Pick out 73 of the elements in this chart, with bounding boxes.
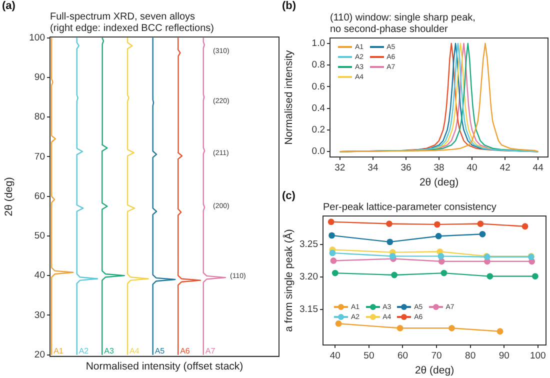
x-tick-label: 50 xyxy=(364,350,374,362)
y-tick-label: 0.8 xyxy=(312,60,325,71)
text: (a) xyxy=(2,0,16,12)
point xyxy=(328,232,335,239)
series-label: A6 xyxy=(180,346,190,356)
series-label: A2 xyxy=(78,346,90,356)
y-tick-label: 80 xyxy=(34,112,45,123)
x-tick-label: 44 xyxy=(532,162,544,174)
point xyxy=(330,258,337,264)
point xyxy=(389,252,396,260)
chart-title: Per-peak lattice-parameter consistency xyxy=(323,202,496,213)
x-tick-label: 38 xyxy=(434,162,444,174)
text: (b) xyxy=(282,0,296,12)
x-tick-label: 100 xyxy=(530,350,546,362)
point xyxy=(386,238,394,246)
point xyxy=(435,232,442,240)
y-tick-label: 0.6 xyxy=(312,81,325,92)
point xyxy=(448,324,455,332)
x-tick-label: 70 xyxy=(431,350,442,362)
x-tick-label: 40 xyxy=(330,350,340,362)
y-tick-label: 60 xyxy=(34,190,45,202)
point xyxy=(479,230,486,238)
series-label: A4 xyxy=(130,346,140,356)
point xyxy=(434,221,440,228)
x-tick-label: 36 xyxy=(400,162,412,174)
series-label: A5 xyxy=(154,346,166,356)
series-label: A7 xyxy=(205,346,216,356)
point xyxy=(496,328,504,335)
point xyxy=(386,220,392,227)
y-tick-label: 0.0 xyxy=(312,146,325,158)
y-tick-label: 1.0 xyxy=(312,38,325,50)
x-tick-label: 60 xyxy=(397,350,408,362)
y-tick-label: 70 xyxy=(34,151,45,162)
series-label: A3 xyxy=(104,346,114,356)
y-tick-label: 90 xyxy=(34,72,45,84)
y-tick-label: 50 xyxy=(34,230,45,242)
point xyxy=(438,252,444,260)
y-tick-label: 40 xyxy=(34,270,45,282)
x-tick-label: 90 xyxy=(498,350,510,362)
y-tick-label: 0.4 xyxy=(312,102,325,114)
point xyxy=(477,220,484,227)
point xyxy=(335,320,342,327)
y-tick-label: 3.25 xyxy=(300,239,318,250)
point xyxy=(329,250,336,256)
y-tick-label: 20 xyxy=(34,349,45,360)
chart-title: (110) window: single sharp peak, no second-phase shoulder xyxy=(330,12,476,35)
point xyxy=(532,273,538,280)
point xyxy=(332,270,338,276)
x-tick-label: 34 xyxy=(368,162,378,174)
point xyxy=(396,324,404,332)
y-axis-title: 2θ (deg) xyxy=(3,177,16,216)
y-tick-label: 100 xyxy=(29,32,45,44)
point xyxy=(440,270,448,276)
point xyxy=(328,218,334,226)
y-axis-title: a from single peak (Å) xyxy=(282,229,296,332)
chart-title: Full-spectrum XRD, seven alloys (right edge: indexed BCC reflections) xyxy=(50,12,214,34)
point xyxy=(522,223,528,230)
point xyxy=(486,273,494,280)
point xyxy=(391,272,398,278)
series-label: A1 xyxy=(54,346,64,356)
y-tick-label: 0.2 xyxy=(312,124,325,136)
y-tick-label: 3.15 xyxy=(300,304,318,315)
x-tick-label: 32 xyxy=(334,162,346,174)
x-axis-title: Normalised intensity (offset stack) xyxy=(86,360,244,373)
x-tick-label: 40 xyxy=(466,162,478,174)
x-axis-title: 2θ (deg) xyxy=(419,176,459,189)
y-tick-label: 3.20 xyxy=(300,272,318,283)
x-axis-title: 2θ (deg) xyxy=(414,364,454,377)
y-axis-title: Normalised intensity xyxy=(283,49,296,145)
x-tick-label: 80 xyxy=(465,350,476,362)
x-tick-label: 42 xyxy=(500,162,510,174)
text: (c) xyxy=(282,190,296,202)
y-tick-label: 30 xyxy=(34,310,45,321)
